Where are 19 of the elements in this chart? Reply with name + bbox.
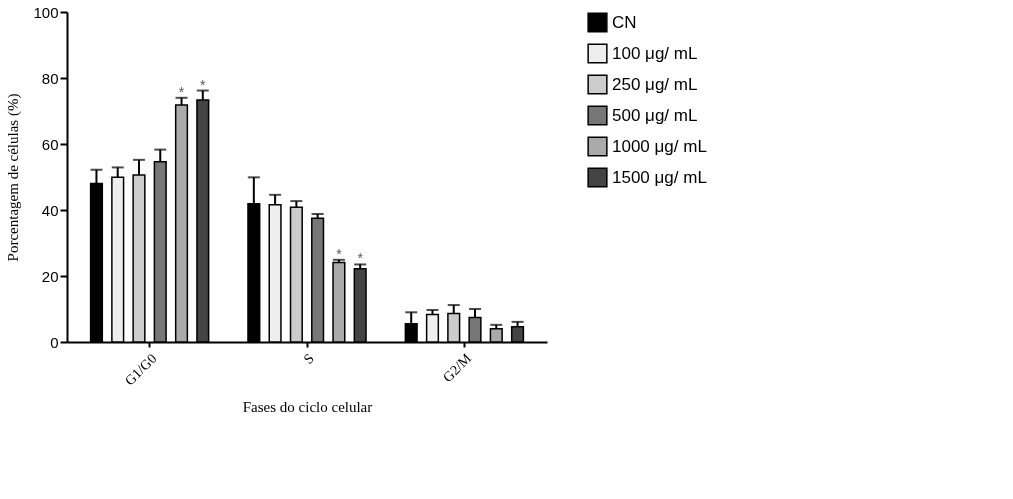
- legend-label: 250 μg/ mL: [612, 74, 698, 94]
- legend-label: 1000 μg/ mL: [612, 136, 707, 156]
- y-tick-label: 80: [41, 69, 59, 87]
- legend-label: 1500 μg/ mL: [612, 167, 707, 187]
- y-tick-label: 0: [50, 333, 59, 351]
- legend-label: CN: [612, 12, 637, 32]
- legend-label: 100 μg/ mL: [612, 43, 698, 63]
- data-label: *: [336, 245, 343, 262]
- y-tick-label: 60: [41, 135, 59, 153]
- y-axis-title: Porcentagem de células (%): [5, 93, 23, 262]
- y-tick-label: 20: [41, 267, 59, 285]
- data-label: *: [200, 76, 207, 93]
- data-label: *: [178, 83, 185, 100]
- x-tick-label: S: [300, 350, 317, 367]
- y-tick-label: 100: [33, 3, 59, 21]
- x-axis-title: Fases do ciclo celular: [242, 399, 373, 416]
- legend-label: 500 μg/ mL: [612, 105, 698, 125]
- y-tick-label: 40: [41, 201, 59, 219]
- data-label: *: [357, 250, 364, 267]
